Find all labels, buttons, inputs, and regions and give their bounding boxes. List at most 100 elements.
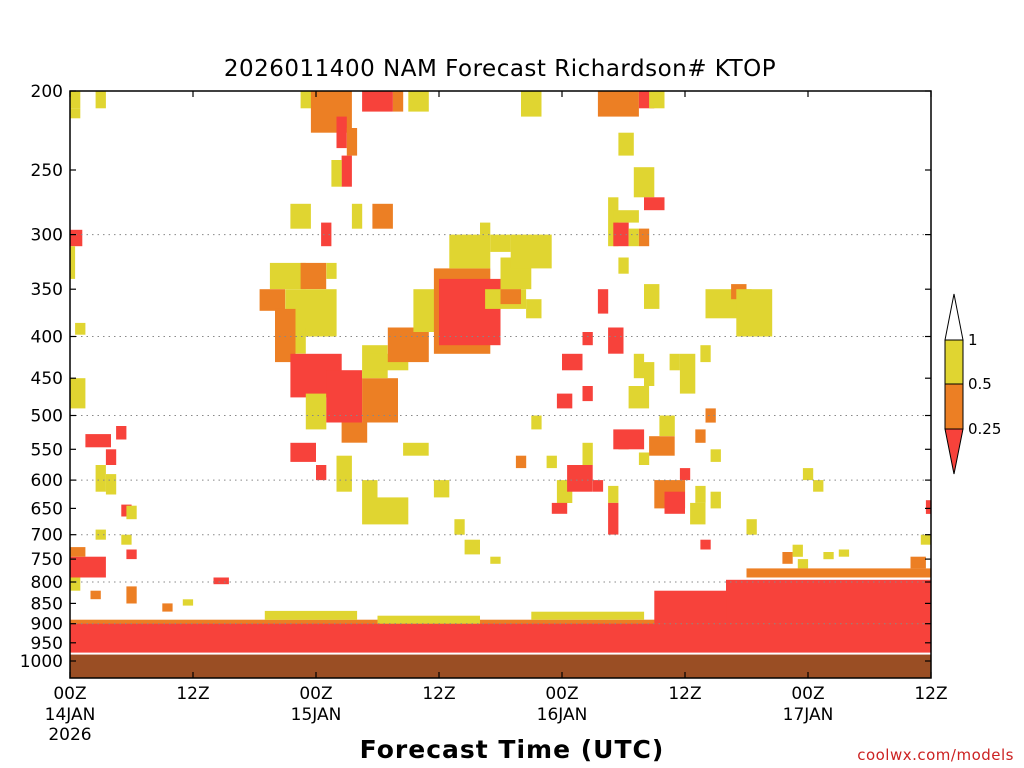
richardson-cell-122 [700,539,711,550]
x-tick-label-1: 12Z [176,684,209,704]
legend-bin-0.5-1 [944,339,964,385]
richardson-cell-85 [608,502,619,535]
boundary-layer-band-146 [746,568,931,578]
richardson-cell-87 [582,332,593,346]
richardson-cell-98 [644,197,665,211]
richardson-cell-7 [85,434,111,448]
richardson-cell-130 [792,544,803,557]
x-tick-label-6: 00Z [791,684,824,704]
richardson-cell-135 [838,549,850,557]
y-tick-label-850: 850 [31,594,63,614]
y-axis: 200 250 300 350 400 450 500 550 600 650 700 750 8008… [20,82,931,672]
richardson-cell-58 [403,442,429,456]
richardson-cell-71 [480,222,491,235]
richardson-cell-11 [105,474,117,495]
richardson-cell-105 [628,386,650,409]
richardson-cell-77 [515,455,527,469]
richardson-cell-75 [556,393,573,409]
pressure-gridlines [70,234,931,625]
richardson-cell-57 [377,497,409,525]
color-legend: 1 0.5 0.25 [944,293,1001,475]
richardson-cell-128 [746,519,757,535]
richardson-cell-23 [182,599,194,606]
richardson-cell-118 [695,429,706,443]
richardson-cell-36 [351,203,363,229]
richardson-cell-102 [638,228,650,247]
richardson-cell-34 [290,203,311,229]
x-tick-label-4: 00Z [545,684,578,704]
richardson-cell-15 [121,534,132,545]
richardson-cell-68 [449,234,491,269]
richardson-cell-9 [105,449,117,465]
richardson-cell-21 [90,590,101,600]
richardson-cell-28 [392,91,404,112]
richardson-cell-72 [500,289,521,305]
richardson-cell-49 [341,422,368,443]
richardson-cell-112 [644,362,655,386]
y-tick-label-250: 250 [31,161,63,181]
richardson-cell-103 [618,257,629,274]
richardson-cell-62 [490,556,501,564]
richardson-cell-73 [526,299,542,319]
richardson-cell-74 [521,91,542,117]
y-tick-label-350: 350 [31,280,63,300]
richardson-cell-22 [162,603,173,612]
legend-label-2: 0.25 [968,420,1001,438]
richardson-cell-17 [70,556,106,578]
richardson-cell-30 [336,116,347,149]
richardson-cell-52 [387,327,429,363]
y-tick-label-600: 600 [31,471,63,491]
richardson-cell-70 [510,234,552,269]
richardson-cell-29 [408,91,429,112]
richardson-cell-82 [582,442,593,465]
richardson-cell-13 [126,505,137,520]
richardson-cell-40 [326,262,337,279]
richardson-cell-78 [546,455,557,469]
y-tick-label-550: 550 [31,440,63,460]
y-tick-label-400: 400 [31,328,63,348]
boundary-layer-band-141 [726,579,931,624]
richardson-cell-120 [710,449,721,462]
boundary-layer-band-145 [531,611,645,620]
richardson-cell-134 [823,552,834,560]
richardson-cell-5 [75,322,86,335]
richardson-cell-37 [321,222,332,247]
richardson-cell-69 [490,234,511,252]
boundary-layer-band-140 [70,623,931,655]
y-tick-label-950: 950 [31,634,63,654]
richardson-cell-16 [126,549,137,560]
richardson-cell-3 [70,229,83,247]
richardson-cell-108 [649,436,675,456]
richardson-cell-101 [628,228,639,247]
richardson-cell-35 [372,203,393,229]
x-tick-label-7: 12Z [914,684,947,704]
richardson-cell-90 [582,386,593,402]
y-tick-label-500: 500 [31,407,63,427]
richardson-cells [70,91,932,655]
richardson-cell-81 [567,465,593,492]
richardson-cell-116 [679,353,696,394]
richardson-cell-106 [613,429,645,450]
boundary-layer-band-143 [264,610,358,620]
richardson-cell-76 [531,415,542,430]
richardson-cell-4 [70,246,76,279]
boundary-layer-band-144 [377,615,480,624]
richardson-cell-93 [597,91,639,117]
y-tick-label-300: 300 [31,226,63,246]
x-tick-label-3: 12Z [422,684,455,704]
x-tick-label-2: 00Z [299,684,332,704]
y-tick-label-1000: 1000 [20,652,63,672]
richardson-cell-89 [608,327,624,354]
richardson-cell-43 [275,308,296,363]
richardson-cell-46 [305,393,327,430]
richardson-cell-92 [608,197,619,247]
ground-layer [70,652,931,678]
richardson-cell-99 [613,210,639,223]
richardson-cell-84 [608,485,619,503]
x-date-label-4: 16JAN [537,705,588,725]
richardson-cell-56 [362,480,378,525]
legend-bin-above-1 [944,293,964,341]
richardson-cell-18 [70,547,86,557]
